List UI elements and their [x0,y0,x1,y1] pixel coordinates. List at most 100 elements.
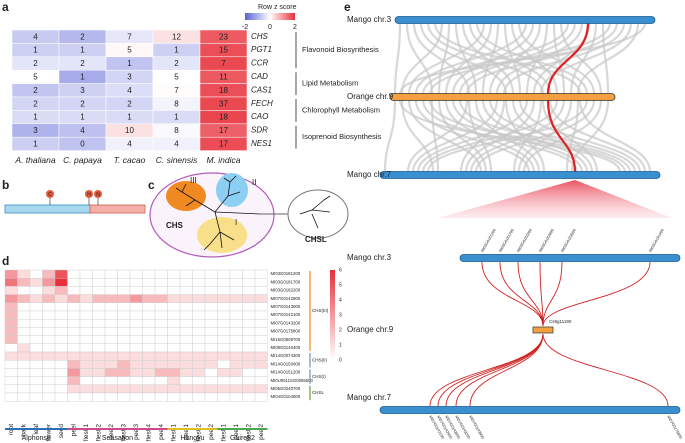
heatmap-cell [67,327,81,336]
column-label: peel4 [158,424,165,440]
synteny-link [407,22,486,173]
heatmap-cell [179,294,193,304]
heatmap-cell [117,294,131,304]
synteny-link [406,22,619,173]
heatmap-cell [142,269,156,279]
heatmap-cell [254,376,268,386]
heatmap-cell [29,286,43,295]
legend-tick-label: 0 [268,24,272,31]
heatmap-cell [29,319,43,328]
heatmap-cell [204,310,218,320]
heatmap-cell [117,310,131,320]
heatmap-cell [167,269,181,279]
heatmap-cell [104,368,118,377]
heatmap-cell [229,376,243,386]
row-label: FECH [251,99,273,108]
heatmap-cell [229,269,243,279]
domain-label: H [87,192,91,198]
heatmap-cell [154,335,168,345]
heatmap-cell [142,335,156,345]
panel-label: c [148,178,155,192]
colorbar-tick-label: 3 [339,312,342,318]
heatmap-cell [179,310,193,320]
heatmap-cell [129,310,143,320]
synteny-link [421,22,559,173]
heatmap-cell [204,278,218,287]
heatmap-cell [254,351,268,361]
heatmap-cell [17,302,31,312]
heatmap-cell [92,351,106,361]
cell-value: 10 [125,126,134,135]
gene-link [542,261,563,327]
heatmap-cell [17,392,31,402]
heatmap-cell [17,319,31,328]
heatmap-cell [117,351,131,361]
row-label: SDR [251,126,268,135]
heatmap-cell [192,286,206,295]
row-label: PGT1 [251,45,272,54]
column-label: T. cacao [114,155,146,165]
heatmap-cell [242,294,256,304]
row-label: MI0U0011SG0065500 [271,378,314,383]
chromosome-label: Mango chr.7 [347,170,392,179]
heatmap-cell [154,302,168,312]
heatmap-cell [79,360,93,369]
heatmap-cell [117,278,131,287]
heatmap-cell [192,327,206,336]
column-label: flesh2 [95,424,102,442]
row-label: MI07G0142900 [271,296,301,301]
heatmap-cell [129,376,143,386]
heatmap-cell [229,392,243,402]
heatmap-cell [4,269,18,279]
heatmap-cell [79,310,93,320]
gene-link [539,261,544,327]
heatmap-cell [254,319,268,328]
heatmap-cell [42,343,56,353]
heatmap-cell [217,310,231,320]
cell-value: 3 [127,73,132,82]
cell-value: 1 [33,140,38,149]
heatmap-cell [229,343,243,353]
heatmap-cell [67,310,81,320]
heatmap-cell [29,376,43,386]
heatmap-cell [142,360,156,369]
row-label: MI07G0175800 [271,329,301,334]
cell-value: 1 [174,113,179,122]
cell-value: 18 [219,113,228,122]
heatmap-cell [179,302,193,312]
heatmap-cell [204,376,218,386]
row-label: MI07G0143000 [271,304,301,309]
heatmap-cell [242,310,256,320]
heatmap-cell [79,392,93,402]
heatmap-cell [54,335,68,345]
heatmap-cell [154,351,168,361]
column-label: peel1 [233,424,240,440]
heatmap-cell [17,335,31,345]
group-label: CHS [166,221,184,230]
heatmap-cell [117,360,131,369]
column-label: A. thaliana [14,155,55,165]
heatmap-cell [4,351,18,361]
heatmap-cell [4,286,18,295]
heatmap-cell [42,319,56,328]
heatmap-cell [192,269,206,279]
synteny-link [383,22,402,173]
column-label: flesh1 [220,424,227,442]
heatmap-cell [254,343,268,353]
group-label: Chlorophyll Metabolism [302,105,380,114]
heatmap-cell [17,351,31,361]
row-label: MI03G0182200 [271,288,301,293]
cell-value: 12 [172,32,181,41]
group-label: Hongyu [180,435,204,442]
heatmap-cell [104,327,118,336]
synteny-links [383,22,652,173]
gene-link [429,333,544,407]
row-label: MI14G0151200 [271,370,301,375]
chromosome-label: Mango chr.3 [347,253,392,262]
group-label: Guire82 [230,435,255,442]
heatmap-cell [204,384,218,394]
cell-value: 2 [80,99,85,108]
gene-box [532,326,554,334]
cell-value: 15 [219,46,228,55]
heatmap-cell [42,327,56,336]
